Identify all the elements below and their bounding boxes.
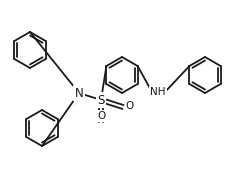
Text: NH: NH [150,87,166,97]
Text: O: O [126,101,134,111]
Text: S: S [97,93,105,107]
Text: O: O [97,111,105,121]
Text: N: N [75,87,83,100]
